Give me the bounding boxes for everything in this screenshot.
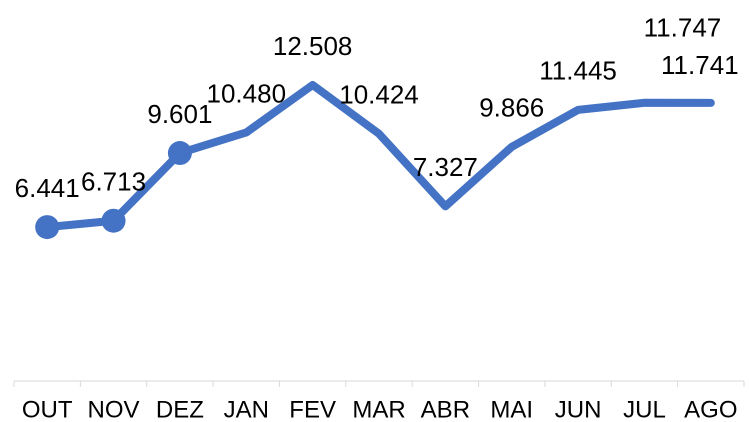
x-tick-label: JUN — [555, 396, 602, 422]
marker — [35, 215, 60, 240]
marker — [101, 208, 126, 233]
x-tick-label: MAI — [490, 396, 533, 422]
data-label: 9.866 — [479, 93, 544, 123]
data-label: 6.441 — [15, 173, 80, 203]
x-tick-label: ABR — [421, 396, 470, 422]
x-tick-label: MAR — [352, 396, 405, 422]
data-label: 10.424 — [339, 80, 419, 110]
data-label: 6.713 — [81, 167, 146, 197]
data-label: 11.445 — [539, 56, 617, 86]
data-label: 12.508 — [273, 31, 353, 61]
line — [43, 80, 715, 232]
marker — [167, 141, 192, 166]
x-tick-label: NOV — [88, 396, 140, 422]
data-label: 11.747 — [644, 13, 722, 43]
x-tick-label: JUL — [623, 396, 666, 422]
x-tick-label: OUT — [22, 396, 73, 422]
x-tick-label: DEZ — [156, 396, 204, 422]
data-label: 7.327 — [413, 152, 478, 182]
x-tick-label: AGO — [684, 396, 737, 422]
data-label: 9.601 — [147, 99, 212, 129]
x-tick-label: FEV — [289, 396, 336, 422]
data-label: 11.741 — [661, 50, 739, 80]
x-tick-label: JAN — [224, 396, 269, 422]
data-label: 10.480 — [207, 78, 287, 108]
